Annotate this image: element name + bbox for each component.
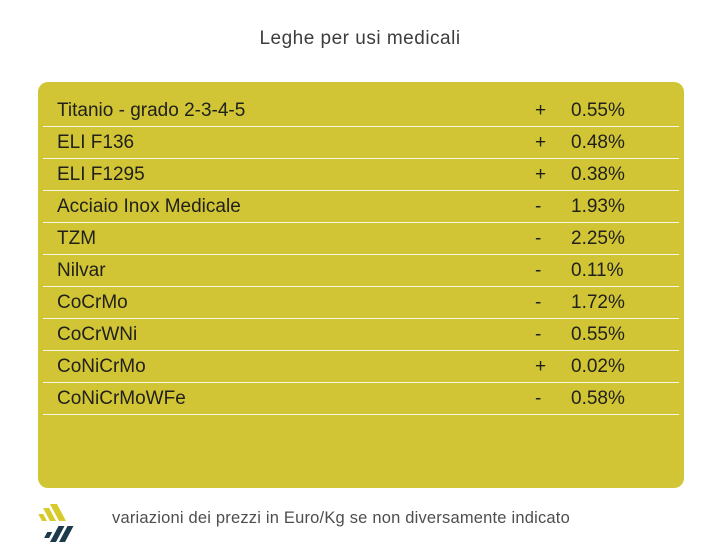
change-value: 0.11% bbox=[571, 259, 624, 281]
table-row: Titanio - grado 2-3-4-5 +0.55% bbox=[43, 95, 679, 127]
change-sign: - bbox=[535, 387, 542, 409]
logo-navy-slashes-icon bbox=[42, 526, 74, 542]
change-value: 1.93% bbox=[571, 195, 625, 217]
alloy-name: TZM bbox=[57, 227, 97, 249]
alloy-name: Nilvar bbox=[57, 259, 106, 281]
alloy-name: CoNiCrMo bbox=[57, 355, 146, 377]
alloy-name: CoCrWNi bbox=[57, 323, 138, 345]
alloy-name: Acciaio Inox Medicale bbox=[57, 195, 241, 217]
table-row: CoCrMo - 1.72% bbox=[43, 287, 679, 319]
page-title: Leghe per usi medicali bbox=[259, 28, 461, 49]
table-row: TZM - 2.25% bbox=[43, 223, 679, 255]
table-row: CoCrWNi - 0.55% bbox=[43, 319, 679, 351]
change-sign: + bbox=[535, 163, 547, 185]
change-value: 0.02% bbox=[571, 355, 625, 377]
table-row: ELI F1295 +0.38% bbox=[43, 159, 679, 191]
alloy-name: ELI F1295 bbox=[57, 163, 145, 185]
alloy-name: CoNiCrMoWFe bbox=[57, 387, 186, 409]
logo-yellow-slashes-icon bbox=[33, 504, 66, 521]
table-row: CoNiCrMoWFe - 0.58% bbox=[43, 383, 679, 415]
change-value: 2.25% bbox=[571, 227, 625, 249]
table-row: Acciaio Inox Medicale - 1.93% bbox=[43, 191, 679, 223]
table-row: ELI F136 +0.48% bbox=[43, 127, 679, 159]
alloy-name: ELI F136 bbox=[57, 131, 135, 153]
change-sign: + bbox=[535, 131, 547, 153]
alloy-name: CoCrMo bbox=[57, 291, 128, 313]
change-value: 1.72% bbox=[571, 291, 625, 313]
price-change-table: Titanio - grado 2-3-4-5 +0.55% ELI F136 +0.… bbox=[38, 82, 684, 488]
brand-logo-icon bbox=[38, 502, 82, 546]
table-row: CoNiCrMo +0.02% bbox=[43, 351, 679, 383]
alloy-name: Titanio - grado 2-3-4-5 bbox=[57, 99, 246, 121]
table-row: Nilvar - 0.11% bbox=[43, 255, 679, 287]
change-sign: + bbox=[535, 99, 547, 121]
change-value: 0.55% bbox=[571, 323, 625, 345]
change-sign: - bbox=[535, 259, 542, 281]
change-sign: - bbox=[535, 227, 542, 249]
change-value: 0.48% bbox=[571, 131, 625, 153]
change-sign: + bbox=[535, 355, 547, 377]
change-value: 0.55% bbox=[571, 99, 625, 121]
change-sign: - bbox=[535, 195, 542, 217]
change-sign: - bbox=[535, 291, 542, 313]
change-sign: - bbox=[535, 323, 542, 345]
footer-note: variazioni dei prezzi in Euro/Kg se non … bbox=[112, 509, 570, 527]
table-rows-container: Titanio - grado 2-3-4-5 +0.55% ELI F136 +0.… bbox=[38, 95, 684, 415]
change-value: 0.38% bbox=[571, 163, 625, 185]
change-value: 0.58% bbox=[571, 387, 625, 409]
